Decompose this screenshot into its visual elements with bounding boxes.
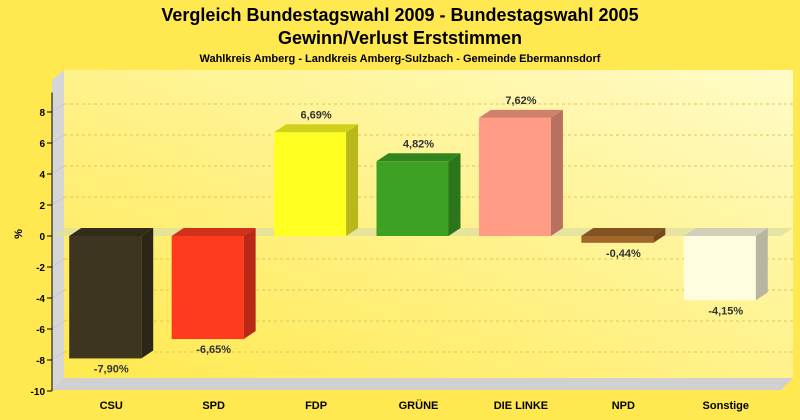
data-label: 4,82% <box>403 138 434 150</box>
bar-top <box>683 228 768 236</box>
bar-top <box>478 109 563 118</box>
data-label: -6,65% <box>196 344 231 356</box>
bar <box>683 228 768 301</box>
bar <box>274 124 359 236</box>
x-tick-label: DIE LINKE <box>494 400 548 412</box>
y-tick-label: 6 <box>39 139 45 150</box>
data-label: -7,90% <box>94 363 129 375</box>
y-tick-label: -8 <box>36 356 45 367</box>
bar-side <box>448 153 461 236</box>
data-label: -0,44% <box>606 248 641 260</box>
x-tick-label: NPD <box>612 400 635 412</box>
y-tick-label: 2 <box>39 201 45 212</box>
grid-line <box>51 134 65 144</box>
x-tick-label: GRÜNE <box>399 399 439 412</box>
x-tick-label: FDP <box>305 400 327 412</box>
bar-top <box>274 124 359 133</box>
bar-front <box>69 236 142 359</box>
data-label: 6,69% <box>300 109 331 121</box>
bar-front <box>171 236 244 340</box>
x-tick-label: CSU <box>100 400 123 412</box>
y-tick-label: 8 <box>39 108 45 119</box>
data-label: -4,15% <box>708 305 743 317</box>
grid-line <box>51 289 65 299</box>
bar <box>376 153 461 236</box>
y-tick-label: -6 <box>36 325 45 336</box>
bar-front <box>683 236 756 301</box>
bar-top <box>69 228 154 236</box>
y-axis-label: % <box>13 229 25 239</box>
bar <box>69 228 154 359</box>
y-tick-label: -2 <box>36 263 45 274</box>
floor <box>52 378 793 390</box>
bar-side <box>243 228 256 340</box>
bar-top <box>581 228 666 236</box>
data-label: 7,62% <box>505 95 536 107</box>
grid-line <box>51 320 65 330</box>
bar-front <box>478 117 551 236</box>
bar-side <box>653 228 666 243</box>
grid-line <box>51 165 65 175</box>
bar-top <box>171 228 256 236</box>
x-tick-label: Sonstige <box>703 400 749 412</box>
bar <box>171 228 256 340</box>
grid-line <box>51 103 65 113</box>
bar <box>581 228 666 243</box>
chart-title: Vergleich Bundestagswahl 2009 - Bundesta… <box>161 5 639 25</box>
chart-subtitle: Wahlkreis Amberg - Landkreis Amberg-Sulz… <box>199 53 601 65</box>
bar <box>478 109 563 236</box>
y-tick-label: 0 <box>39 232 45 243</box>
y-tick-label: -4 <box>36 294 45 305</box>
bar-front <box>376 161 449 236</box>
x-tick-label: SPD <box>202 400 225 412</box>
grid-line <box>51 351 65 361</box>
chart-title-line2: Gewinn/Verlust Erststimmen <box>277 28 523 48</box>
bar-side <box>346 124 359 236</box>
grid-line <box>51 258 65 268</box>
bar-side <box>755 228 768 301</box>
grid-line <box>51 196 65 206</box>
y-tick-label: 4 <box>39 170 45 181</box>
left-wall <box>52 70 64 390</box>
y-tick-label: -10 <box>31 387 46 398</box>
bar-side <box>550 109 563 236</box>
bar-front <box>274 132 347 236</box>
bar-side <box>141 228 154 359</box>
bar-top <box>376 153 461 162</box>
bar-front <box>581 236 654 243</box>
